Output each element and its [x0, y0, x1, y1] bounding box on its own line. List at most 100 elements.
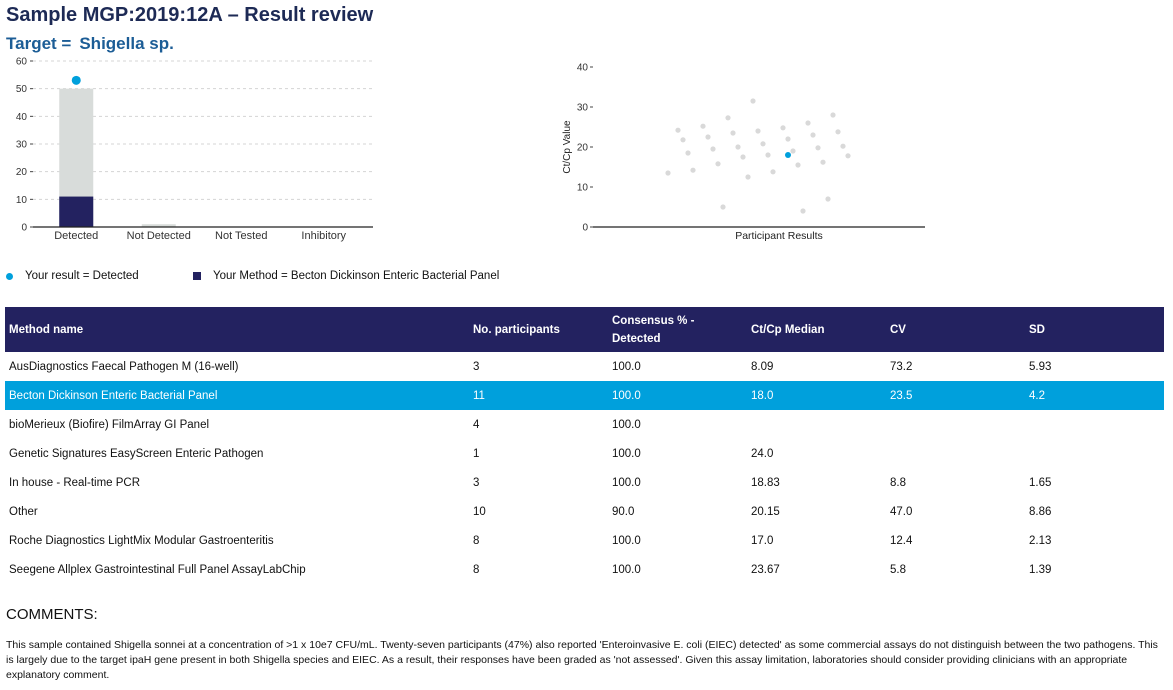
x-tick-label: Not Detected [127, 230, 191, 242]
participant-point [780, 125, 786, 131]
participant-point [725, 115, 731, 121]
table-cell: 100.0 [612, 360, 641, 373]
participant-point [700, 123, 706, 129]
table-row: In house - Real-time PCR 3 100.0 18.83 8.8 1.… [5, 468, 1164, 497]
y-tick-label: 20 [16, 167, 28, 178]
table-cell: 20.15 [751, 505, 780, 518]
legend-your-result-label: Your result = Detected [25, 270, 139, 282]
table-cell [886, 439, 1025, 468]
participant-point [690, 167, 696, 173]
participant-point [825, 196, 831, 202]
table-row: bioMerieux (Biofire) FilmArray GI Panel 4… [5, 410, 1164, 439]
table-cell [886, 410, 1025, 439]
table-row: Seegene Allplex Gastrointestinal Full Pa… [5, 555, 1164, 584]
table-row: Roche Diagnostics LightMix Modular Gastr… [5, 526, 1164, 555]
participant-point [815, 145, 821, 151]
comments-text: This sample contained Shigella sonnei at… [6, 639, 1158, 681]
table-cell: 18.83 [751, 476, 780, 489]
table-cell [1025, 439, 1164, 468]
table-cell: 8.8 [890, 476, 906, 489]
y-tick-label: 30 [16, 140, 28, 151]
table-cell: bioMerieux (Biofire) FilmArray GI Panel [9, 418, 210, 431]
participant-point [680, 137, 686, 143]
table-cell: 8.09 [751, 360, 774, 373]
participant-point [785, 136, 791, 142]
participant-point [810, 132, 816, 138]
participant-point [765, 152, 771, 158]
table-cell: 100.0 [612, 563, 641, 576]
table-cell: 8 [473, 563, 480, 576]
participant-point [720, 204, 726, 210]
table-header-row: Method name No. participants Consensus %… [5, 307, 1164, 352]
table-cell: Roche Diagnostics LightMix Modular Gastr… [9, 534, 274, 547]
participant-point [830, 112, 836, 118]
target-label: Target = [6, 34, 72, 53]
method-results-table: Method name No. participants Consensus %… [5, 307, 1164, 584]
table-row: AusDiagnostics Faecal Pathogen M (16-wel… [5, 352, 1164, 381]
participant-point [840, 143, 846, 149]
col-sd: SD [1025, 307, 1164, 352]
table-cell: 2.13 [1029, 534, 1052, 547]
table-cell [747, 410, 886, 439]
participant-point [805, 120, 811, 126]
target-value: Shigella sp. [79, 34, 174, 53]
comments-heading: COMMENTS: [6, 606, 98, 623]
your-result-point [785, 152, 791, 158]
table-cell: AusDiagnostics Faecal Pathogen M (16-wel… [9, 360, 239, 373]
table-cell: 5.93 [1029, 360, 1052, 373]
x-tick-label: Not Tested [215, 230, 267, 242]
y-tick-label: 0 [21, 223, 27, 234]
table-cell: 3 [473, 360, 480, 373]
table-cell: 100.0 [608, 381, 747, 410]
participant-point [735, 144, 741, 150]
ct-scatter-chart: 0 10 20 30 40 Ct/Cp Value Participant Results [562, 63, 925, 242]
x-tick-label: Detected [54, 230, 98, 242]
participant-point [790, 148, 796, 154]
legend-your-method: Your Method = Becton Dickinson Enteric B… [193, 270, 499, 282]
col-median: Ct/Cp Median [747, 307, 886, 352]
table-row: Genetic Signatures EasyScreen Enteric Pa… [5, 439, 1164, 468]
table-cell: 8 [473, 534, 480, 547]
participant-point [770, 169, 776, 175]
col-consensus: Consensus % - Detected [608, 307, 747, 352]
x-axis-label: Participant Results [735, 230, 823, 242]
table-cell: 17.0 [751, 534, 774, 547]
your-result-marker-icon [6, 272, 13, 280]
table-cell: Becton Dickinson Enteric Bacterial Panel [5, 381, 469, 410]
result-bar-chart: 0 10 20 30 40 50 60 Detected Not Detected Not Tes… [16, 57, 373, 242]
table-cell: Genetic Signatures EasyScreen Enteric Pa… [9, 447, 264, 460]
participant-point [795, 162, 801, 168]
table-cell: 47.0 [890, 505, 913, 518]
your-method-swatch-icon [193, 272, 201, 280]
col-consensus-label: Consensus % - Detected [612, 314, 695, 345]
participant-point [715, 161, 721, 167]
your-result-point [71, 75, 81, 85]
col-participants: No. participants [469, 307, 608, 352]
y-tick-label: 10 [16, 195, 28, 206]
table-cell: 1 [473, 447, 480, 460]
table-cell: 5.8 [890, 563, 906, 576]
table-cell: 24.0 [751, 447, 774, 460]
participant-point [760, 141, 766, 147]
col-method-name: Method name [5, 307, 469, 352]
y-tick-label: 0 [582, 223, 588, 234]
table-cell: Seegene Allplex Gastrointestinal Full Pa… [9, 563, 306, 576]
table-cell: 3 [473, 476, 480, 489]
table-cell: 11 [469, 381, 608, 410]
participant-point [820, 159, 826, 165]
table-cell: Other [9, 505, 38, 518]
bar-your-method [59, 196, 94, 227]
table-cell: 100.0 [612, 447, 641, 460]
participant-point [665, 170, 671, 176]
x-tick-label: Inhibitory [301, 230, 346, 242]
y-tick-label: 30 [577, 103, 589, 114]
bar-total [141, 224, 176, 227]
legend-your-method-label: Your Method = Becton Dickinson Enteric B… [213, 270, 500, 282]
y-tick-label: 40 [16, 112, 28, 123]
participant-point [675, 127, 681, 133]
participant-point [750, 98, 756, 104]
participant-point [730, 130, 736, 136]
y-tick-label: 10 [577, 183, 589, 194]
participant-point [745, 174, 751, 180]
participant-point [755, 128, 761, 134]
